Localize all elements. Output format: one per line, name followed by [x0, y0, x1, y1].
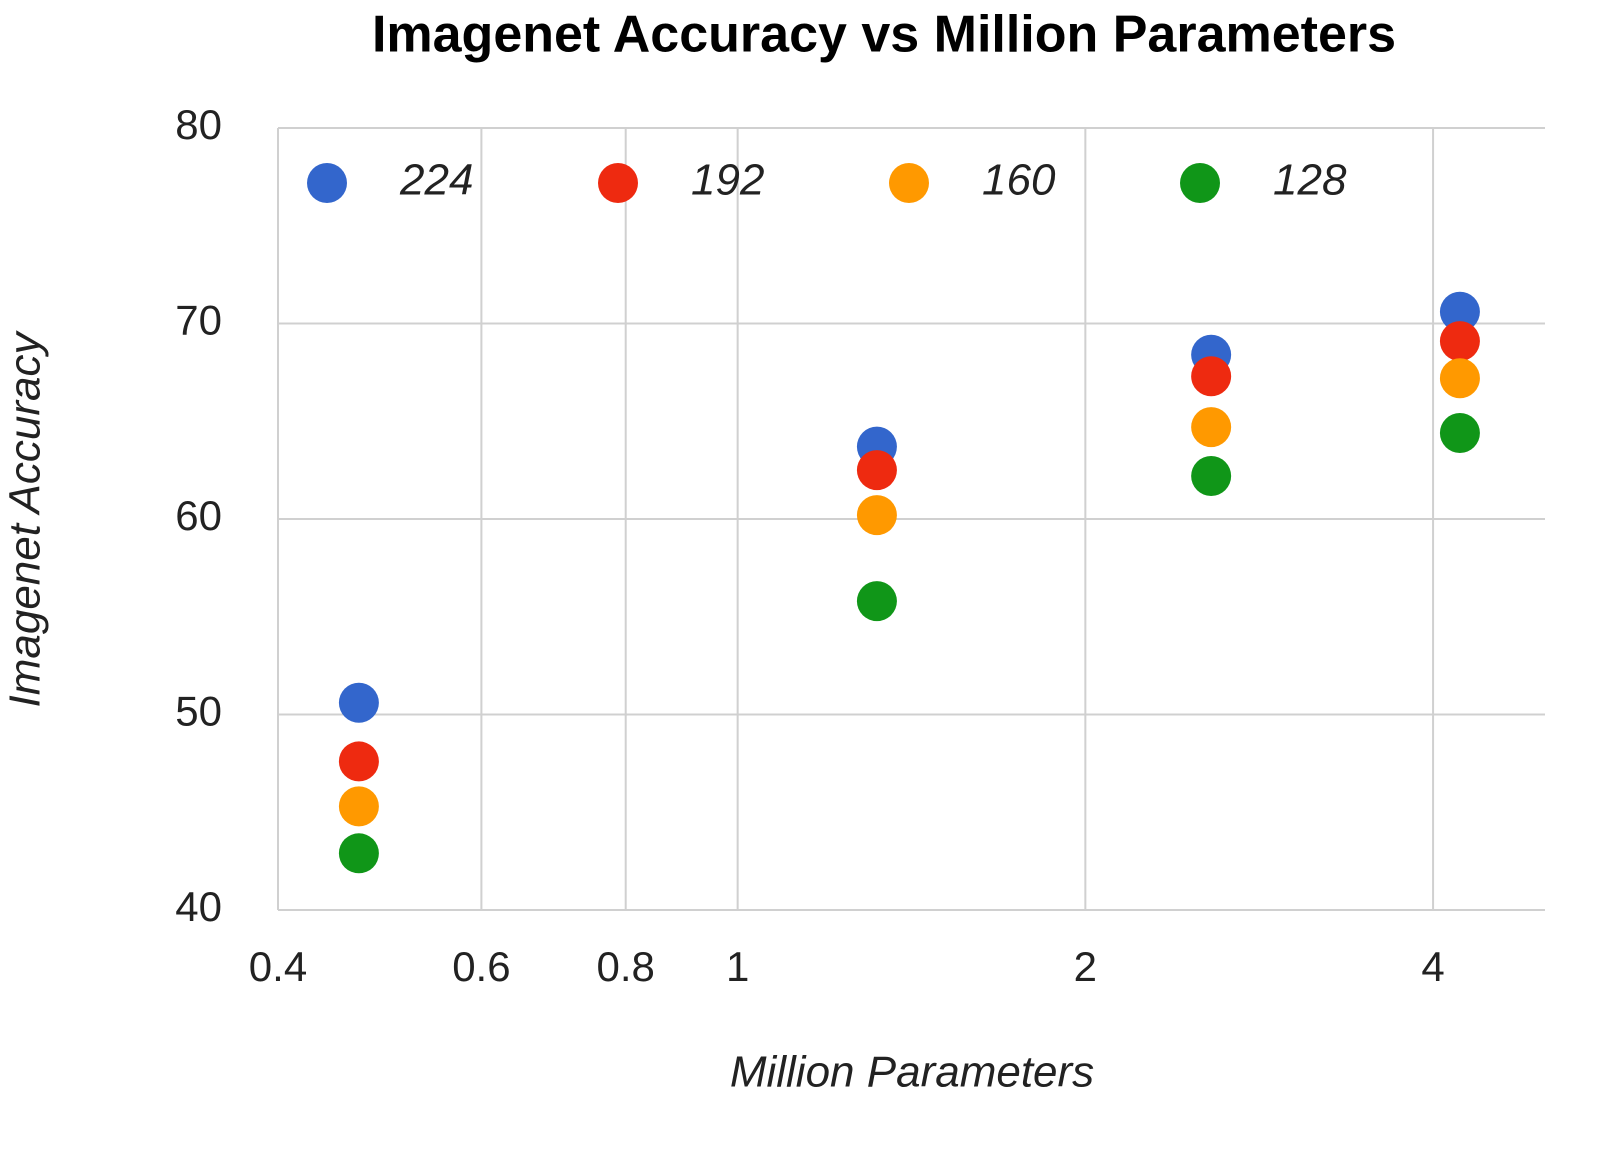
x-tick-label: 2: [1074, 943, 1097, 990]
point: [1191, 407, 1232, 448]
point: [856, 450, 897, 491]
x-tick-label: 0.8: [597, 943, 655, 990]
point: [1439, 412, 1480, 453]
point: [338, 682, 379, 723]
legend-marker: [307, 163, 347, 203]
point: [1439, 321, 1480, 362]
legend-label: 192: [691, 156, 764, 205]
point: [1439, 291, 1480, 332]
point: [338, 786, 379, 827]
y-tick-label: 60: [175, 492, 222, 539]
point: [856, 581, 897, 622]
legend-label: 128: [1273, 156, 1347, 205]
x-tick-label: 4: [1421, 943, 1444, 990]
y-tick-label: 70: [175, 297, 222, 344]
point: [338, 741, 379, 782]
point: [1439, 358, 1480, 399]
point: [1191, 455, 1232, 496]
point: [856, 495, 897, 536]
legend-marker: [889, 163, 929, 203]
y-tick-label: 80: [175, 101, 222, 148]
y-tick-label: 40: [175, 883, 222, 930]
x-axis-label: Million Parameters: [730, 1048, 1094, 1097]
legend-label: 224: [399, 156, 473, 205]
y-axis-label: Imagenet Accuracy: [1, 330, 50, 708]
chart-title: Imagenet Accuracy vs Million Parameters: [372, 6, 1396, 64]
y-tick-label: 50: [175, 688, 222, 735]
legend-label: 160: [982, 156, 1056, 205]
x-tick-label: 0.4: [249, 943, 307, 990]
point: [338, 833, 379, 874]
legend-marker: [598, 163, 638, 203]
point: [1191, 356, 1232, 397]
x-tick-label: 0.6: [452, 943, 510, 990]
x-tick-label: 1: [726, 943, 749, 990]
legend-marker: [1180, 163, 1220, 203]
